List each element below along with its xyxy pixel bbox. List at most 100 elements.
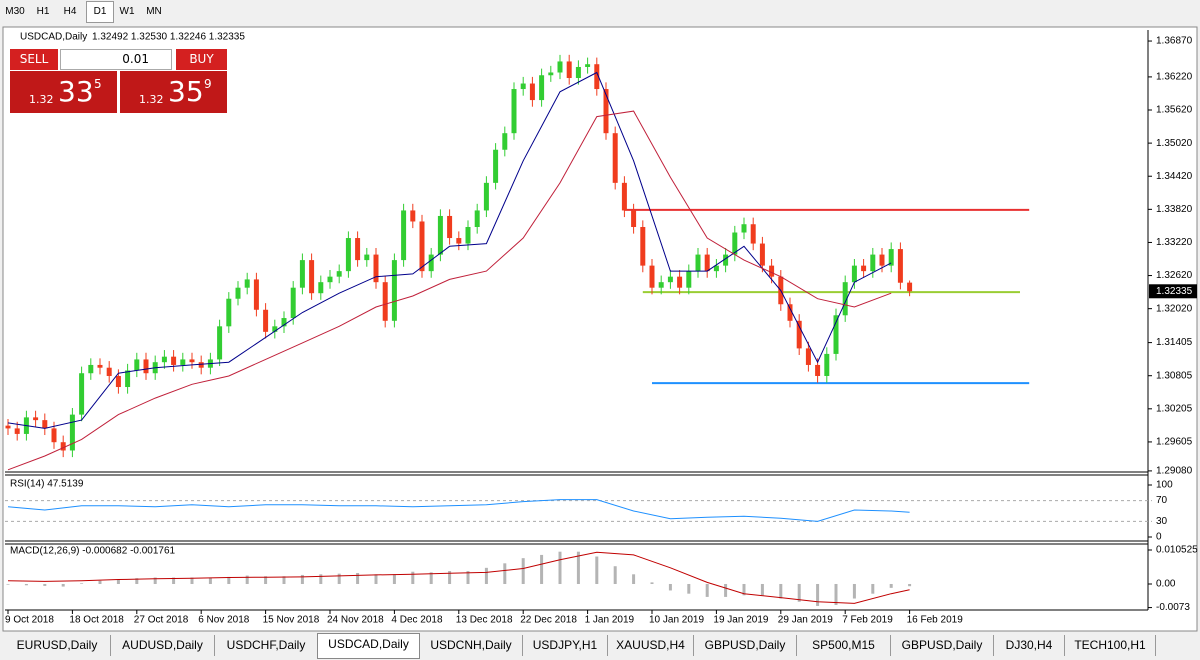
macd-bar [687, 583, 691, 594]
x-tick-label: 24 Nov 2018 [327, 615, 384, 626]
x-tick-label: 22 Dec 2018 [520, 615, 577, 626]
moving-average [7, 71, 892, 429]
macd-bar [852, 583, 856, 599]
candle-body [750, 224, 756, 244]
timeframe[interactable]: M30 [5, 6, 25, 17]
candle-body [97, 364, 103, 368]
ask-point: 9 [204, 77, 212, 91]
candle-body [759, 243, 765, 266]
candle-body [511, 89, 517, 134]
moving-average [7, 110, 892, 471]
timeframe[interactable]: MN [146, 6, 162, 17]
timeframe[interactable]: H1 [36, 6, 50, 17]
candle-body [557, 61, 563, 73]
chart-tab[interactable]: EURUSD,Daily [4, 635, 111, 656]
macd-bar [61, 583, 65, 587]
candle-body [787, 304, 793, 321]
candle-body [42, 420, 48, 429]
candle-body [33, 417, 39, 421]
sell-button[interactable]: SELL [10, 49, 58, 70]
macd-bar [760, 583, 764, 596]
timeframe[interactable]: D1 [86, 1, 114, 23]
chart-tab[interactable]: DJ30,H4 [994, 635, 1065, 656]
chart-tab[interactable]: SP500,M15 [797, 635, 891, 656]
timeframe[interactable]: H4 [63, 6, 77, 17]
candle-body [171, 356, 177, 365]
macd-bar [650, 582, 654, 584]
candle-body [447, 215, 453, 239]
ask-big: 1.32 [139, 93, 164, 106]
candle-body [189, 359, 195, 363]
macd-bar [282, 576, 286, 584]
candle-body [851, 265, 857, 283]
candle-body [364, 254, 370, 261]
macd-bar [411, 571, 415, 584]
candle-body [345, 238, 351, 272]
chart-tab[interactable]: USDJPY,H1 [523, 635, 608, 656]
candle-body [741, 224, 747, 233]
macd-bar [116, 579, 120, 584]
chart-tab[interactable]: GBPUSD,Daily [891, 635, 994, 656]
macd-bar [448, 571, 452, 584]
candle-body [336, 271, 342, 277]
buy-button[interactable]: BUY [176, 49, 227, 70]
macd-bar [668, 583, 672, 591]
macd-bar [908, 583, 912, 587]
chart-tab[interactable]: XAUUSD,H4 [608, 635, 694, 656]
candle-body [539, 75, 545, 101]
chart-tab[interactable]: AUDUSD,Daily [111, 635, 215, 656]
x-tick-label: 10 Jan 2019 [649, 615, 704, 626]
candle-body [833, 315, 839, 354]
ask-box[interactable]: 1.32 35 9 [120, 71, 227, 113]
timeframe[interactable]: W1 [119, 6, 135, 17]
bid-pips: 33 [58, 75, 94, 108]
candle-body [69, 414, 75, 451]
candle-body [465, 226, 471, 244]
macd-bar [319, 574, 323, 584]
macd-bar [558, 551, 562, 584]
macd-bar [6, 583, 10, 585]
candle-body [686, 271, 692, 288]
bid-big: 1.32 [29, 93, 54, 106]
lot-input[interactable]: 0.01 [60, 49, 172, 70]
x-tick-label: 4 Dec 2018 [391, 615, 443, 626]
candle-body [658, 282, 664, 288]
chart-window [2, 26, 1198, 632]
candle-body [106, 367, 112, 376]
candle-body [861, 265, 867, 272]
y-tick-label: 1.32620 [1156, 270, 1193, 281]
macd-bar [816, 583, 820, 606]
candle-body [309, 260, 315, 294]
macd-bar [779, 583, 783, 599]
chart-tab[interactable]: GBPUSD,Daily [694, 635, 797, 656]
candle-body [428, 254, 434, 272]
macd-bar [871, 583, 875, 594]
candle-body [566, 61, 572, 79]
rsi-line [7, 499, 910, 522]
candle-body [235, 287, 241, 299]
macd-bar [797, 583, 801, 602]
bid-box[interactable]: 1.32 33 5 [10, 71, 117, 113]
candle-body [382, 282, 388, 321]
candle-body [5, 425, 11, 429]
candle-body [677, 276, 683, 288]
macd-bar [300, 574, 304, 584]
candle-body [410, 210, 416, 222]
candle-body [548, 72, 554, 76]
macd-bar [595, 556, 599, 584]
candle-body [713, 265, 719, 272]
chart-tab[interactable]: USDCNH,Daily [420, 635, 523, 656]
macd-bar [245, 575, 249, 584]
y-tick-label: 1.36870 [1156, 36, 1193, 47]
candle-body [391, 260, 397, 321]
chart-tab[interactable]: USDCAD,Daily [317, 633, 420, 659]
macd-title: MACD(12,26,9) -0.000682 -0.001761 [10, 546, 176, 557]
candle-body [355, 238, 361, 261]
chart-tab[interactable]: USDCHF,Daily [215, 635, 318, 656]
price-tag-label: 1.32335 [1156, 286, 1193, 297]
chart-tab[interactable]: TECH100,H1 [1065, 635, 1156, 656]
candle-body [79, 373, 85, 415]
candle-body [907, 282, 913, 292]
